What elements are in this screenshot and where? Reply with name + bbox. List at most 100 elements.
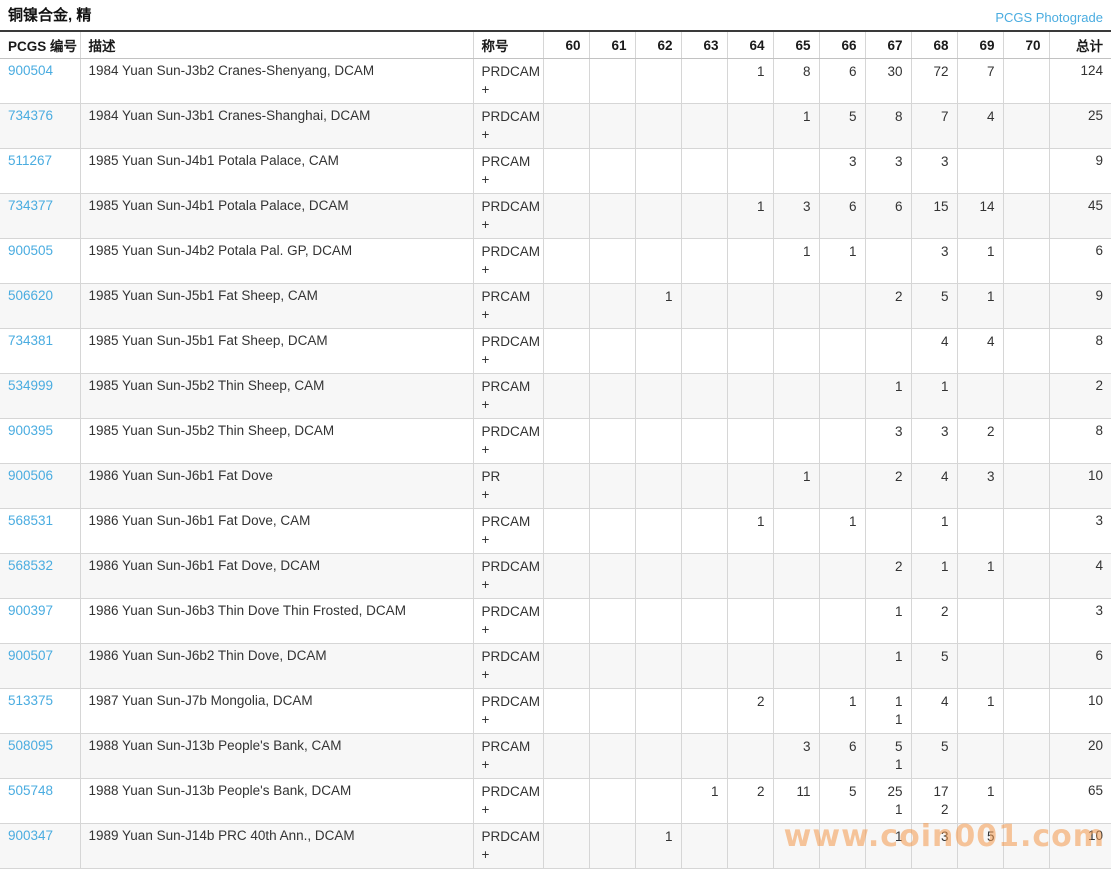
grade-plus-count — [874, 81, 903, 99]
grade-count — [690, 468, 719, 486]
grade-plus-count — [920, 396, 949, 414]
table-row: 506620 1985 Yuan Sun-J5b1 Fat Sheep, CAM P… — [0, 283, 1111, 329]
pcgs-number-link[interactable]: 734377 — [8, 198, 54, 213]
grade-plus-count — [782, 351, 811, 369]
grade-cell — [588, 328, 635, 374]
grade-cell: 5 — [818, 778, 865, 824]
designation-plus: + — [481, 217, 490, 232]
grade-cell — [634, 58, 681, 104]
pcgs-number-link[interactable]: 513375 — [8, 693, 54, 708]
grade-plus-count: 1 — [894, 757, 903, 772]
grade-plus-count — [644, 576, 673, 594]
grade-count — [598, 738, 627, 756]
grade-count: 5 — [986, 829, 995, 844]
grade-cell: 8 — [772, 58, 819, 104]
grade-cell — [588, 193, 635, 239]
grade-cell: 3 — [910, 418, 957, 464]
grade-cell — [542, 418, 589, 464]
grade-count — [644, 378, 673, 396]
grade-plus-count — [552, 576, 581, 594]
pcgs-number-cell: 900397 — [0, 599, 80, 644]
grade-plus-count — [966, 756, 995, 774]
grade-plus-count — [828, 441, 857, 459]
grade-count: 3 — [894, 154, 903, 169]
pcgs-number-link[interactable]: 506620 — [8, 288, 54, 303]
pcgs-number-link[interactable]: 505748 — [8, 783, 54, 798]
grade-plus-count — [690, 171, 719, 189]
pcgs-number-link[interactable]: 900395 — [8, 423, 54, 438]
grade-count — [782, 558, 811, 576]
grade-count: 30 — [887, 64, 903, 79]
grade-cell: 1 — [956, 778, 1003, 824]
grade-count: 1 — [664, 289, 673, 304]
pcgs-number-link[interactable]: 734381 — [8, 333, 54, 348]
grade-plus-count — [828, 216, 857, 234]
grade-plus-count — [1012, 756, 1041, 774]
pcgs-number-link[interactable]: 900504 — [8, 63, 54, 78]
total-cell: 9 — [1048, 283, 1111, 329]
grade-cell — [542, 508, 589, 554]
grade-count: 1 — [986, 244, 995, 259]
col-header-grade-70: 70 — [1002, 30, 1049, 59]
photograde-link[interactable]: PCGS Photograde — [995, 10, 1103, 25]
grade-count — [552, 468, 581, 486]
grade-plus-count — [966, 576, 995, 594]
grade-plus-count — [782, 666, 811, 684]
grade-plus-count — [736, 846, 765, 864]
grade-plus-count — [736, 261, 765, 279]
grade-plus-count — [966, 126, 995, 144]
pcgs-number-link[interactable]: 900347 — [8, 828, 54, 843]
grade-plus-count — [552, 441, 581, 459]
grade-count — [736, 378, 765, 396]
grade-plus-count — [828, 81, 857, 99]
grade-count — [598, 558, 627, 576]
designation-value: PRDCAM — [481, 244, 541, 259]
grade-cell — [1002, 463, 1049, 509]
grade-count: 3 — [802, 739, 811, 754]
grade-count: 1 — [756, 199, 765, 214]
grade-cell: 8 — [864, 103, 911, 149]
grade-count — [598, 333, 627, 351]
grade-count: 2 — [756, 694, 765, 709]
col-header-grade-62: 62 — [634, 30, 681, 59]
grade-plus-count — [1012, 126, 1041, 144]
grade-cell — [542, 733, 589, 779]
grade-count — [552, 378, 581, 396]
grade-cell — [1002, 193, 1049, 239]
grade-cell — [634, 598, 681, 644]
grade-count — [736, 108, 765, 126]
designation-plus: + — [481, 172, 490, 187]
grade-count: 2 — [756, 784, 765, 799]
pcgs-number-cell: 568531 — [0, 509, 80, 554]
pcgs-number-link[interactable]: 900505 — [8, 243, 54, 258]
grade-plus-count — [1012, 846, 1041, 864]
grade-cell — [1002, 103, 1049, 149]
description-cell: 1988 Yuan Sun-J13b People's Bank, DCAM — [79, 778, 473, 824]
grade-plus-count — [552, 261, 581, 279]
grade-plus-count — [1012, 261, 1041, 279]
grade-count — [598, 108, 627, 126]
grade-plus-count — [966, 396, 995, 414]
grade-plus-count — [782, 801, 811, 819]
pcgs-number-link[interactable]: 534999 — [8, 378, 54, 393]
grade-cell — [680, 328, 727, 374]
grade-plus-count — [828, 261, 857, 279]
grade-plus-count — [690, 261, 719, 279]
grade-cell: 25 1 — [864, 778, 911, 824]
grade-cell: 3 — [910, 238, 957, 284]
pcgs-number-link[interactable]: 508095 — [8, 738, 54, 753]
pcgs-number-link[interactable]: 734376 — [8, 108, 54, 123]
grade-count — [690, 333, 719, 351]
pcgs-number-link[interactable]: 900507 — [8, 648, 54, 663]
pcgs-number-link[interactable]: 568532 — [8, 558, 54, 573]
pcgs-number-link[interactable]: 900506 — [8, 468, 54, 483]
designation-cell: PRCAM + — [472, 148, 543, 194]
pcgs-number-link[interactable]: 568531 — [8, 513, 54, 528]
total-cell: 4 — [1048, 553, 1111, 599]
grade-count — [598, 378, 627, 396]
pcgs-number-link[interactable]: 511267 — [8, 153, 53, 168]
grade-plus-count — [920, 351, 949, 369]
grade-plus-count — [644, 306, 673, 324]
pcgs-number-link[interactable]: 900397 — [8, 603, 54, 618]
grade-plus-count — [828, 396, 857, 414]
